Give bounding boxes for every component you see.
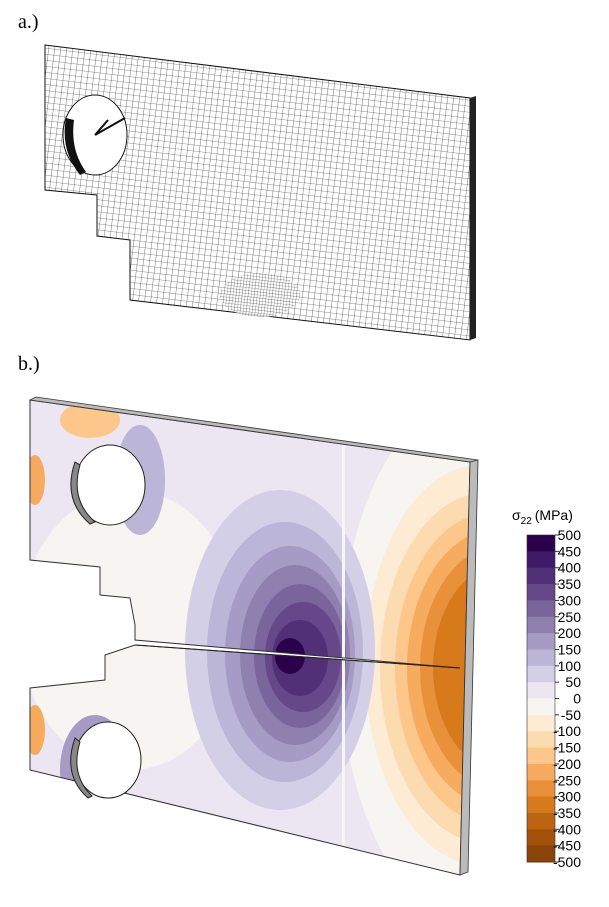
- color-band: [527, 567, 555, 585]
- contour-plate: [28, 396, 479, 876]
- color-band: [527, 551, 555, 569]
- color-band: [527, 535, 555, 552]
- tick-label: 350: [558, 576, 582, 592]
- color-band: [527, 731, 555, 749]
- color-band: [527, 812, 555, 830]
- tick-label: 250: [558, 609, 582, 625]
- tick-label: -450: [553, 838, 581, 854]
- mesh-plate: [44, 44, 476, 341]
- tick-label: 500: [558, 527, 582, 543]
- panel-label: a.): [18, 11, 39, 33]
- color-band: [527, 763, 555, 781]
- tick-label: -300: [553, 789, 581, 805]
- tick-label: -200: [553, 756, 581, 772]
- tick-label: -150: [553, 740, 581, 756]
- colorbar: 500450400350300250200150100500-50-100-15…: [526, 527, 582, 870]
- color-band: [527, 584, 555, 601]
- color-band: [527, 665, 555, 683]
- color-band: [527, 845, 555, 863]
- color-band: [527, 747, 555, 765]
- tick-label: 300: [558, 592, 582, 608]
- color-band: [527, 649, 555, 667]
- tick-label: 50: [565, 674, 581, 690]
- color-band: [527, 633, 555, 650]
- panel-label: b.): [18, 353, 40, 375]
- colorbar-title: σ22 (MPa): [512, 507, 573, 527]
- tick-label: 0: [573, 691, 581, 707]
- subscript: 22: [521, 516, 533, 527]
- color-band: [527, 714, 555, 732]
- tick-label: -400: [553, 821, 581, 837]
- tick-label: -250: [553, 772, 581, 788]
- tick-label: 200: [558, 625, 582, 641]
- tick-label: 100: [558, 658, 582, 674]
- tick-label: -500: [553, 854, 581, 870]
- color-band: [527, 698, 555, 716]
- color-band: [527, 796, 555, 814]
- tick-label: 400: [558, 560, 582, 576]
- color-band: [527, 616, 555, 634]
- unit: (MPa): [535, 507, 573, 523]
- symbol: σ: [512, 507, 521, 523]
- tick-label: -100: [553, 723, 581, 739]
- tick-label: 450: [558, 543, 582, 559]
- color-band: [527, 780, 555, 798]
- color-band: [527, 829, 555, 847]
- tick-label: -50: [561, 707, 581, 723]
- tick-label: 150: [558, 641, 582, 657]
- tick-label: -350: [553, 805, 581, 821]
- color-band: [527, 600, 555, 618]
- color-band: [527, 682, 555, 699]
